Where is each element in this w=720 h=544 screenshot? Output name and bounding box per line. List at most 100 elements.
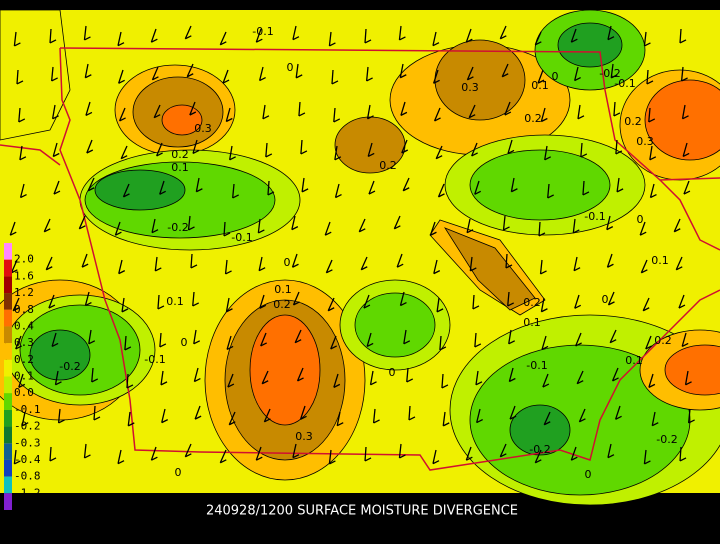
barb xyxy=(639,221,646,236)
legend-label: -0.3 xyxy=(14,436,41,449)
barb-flag xyxy=(229,156,236,161)
barb-flag xyxy=(538,232,546,237)
barb xyxy=(228,411,236,426)
barb-flag xyxy=(366,77,373,82)
barb-flag xyxy=(151,456,158,461)
contour-label: 0.2 xyxy=(624,115,642,128)
region xyxy=(94,169,186,211)
contour-label: 0.1 xyxy=(171,161,189,174)
barb-flag xyxy=(616,188,624,193)
barb xyxy=(294,329,302,343)
barb-flag xyxy=(151,38,158,43)
barb xyxy=(432,449,437,464)
barb xyxy=(117,31,122,46)
barb-flag xyxy=(435,155,443,160)
legend-swatch xyxy=(4,326,12,344)
barb xyxy=(607,291,615,306)
barb xyxy=(223,221,226,237)
barb xyxy=(219,449,227,464)
barb-flag xyxy=(400,301,407,307)
region xyxy=(249,314,321,426)
barb-flag xyxy=(509,377,516,383)
barb xyxy=(508,329,512,344)
barb xyxy=(499,25,507,40)
barb xyxy=(681,332,687,347)
barb-flag xyxy=(84,36,91,41)
barb xyxy=(544,145,548,160)
legend-label: -0.1 xyxy=(14,403,41,416)
barb xyxy=(400,101,406,116)
barb-flag xyxy=(608,301,615,306)
contour-label: 0.2 xyxy=(523,296,541,309)
barb-flag xyxy=(292,36,300,41)
barb xyxy=(18,107,21,123)
barb-flag xyxy=(432,42,440,47)
barb-flag xyxy=(644,460,651,465)
barb xyxy=(365,66,369,81)
contour-label: -0.1 xyxy=(584,210,605,223)
barb xyxy=(261,370,269,385)
barb xyxy=(606,215,611,230)
barb-flag xyxy=(49,457,57,462)
contour-label: 0 xyxy=(585,468,592,481)
barb xyxy=(49,28,52,44)
barb xyxy=(396,253,403,268)
barb xyxy=(364,28,367,44)
barb-flag xyxy=(194,377,201,383)
barb xyxy=(505,253,508,269)
barb xyxy=(475,370,479,385)
contour-label: 0 xyxy=(175,466,182,479)
barb-flag xyxy=(370,381,377,386)
barb xyxy=(399,63,404,78)
barb-flag xyxy=(399,454,406,459)
barb-flag xyxy=(15,345,22,350)
barb-flag xyxy=(226,308,233,313)
barb xyxy=(88,329,92,344)
barb-flag xyxy=(500,35,507,40)
barb xyxy=(402,177,410,192)
barb xyxy=(121,297,125,312)
contour-label: -0.2 xyxy=(656,433,677,446)
barb xyxy=(543,411,551,426)
barb-flag xyxy=(364,39,372,44)
barb xyxy=(358,218,366,233)
barb xyxy=(466,66,474,81)
barb-flag xyxy=(441,384,449,389)
barb xyxy=(684,370,689,385)
barb-flag xyxy=(574,77,581,82)
barb-flag xyxy=(503,226,510,231)
region xyxy=(469,149,611,221)
barb-flag xyxy=(509,415,517,420)
barb xyxy=(574,294,580,309)
barb xyxy=(334,145,338,160)
wind-barbs xyxy=(9,25,695,465)
barb-flag xyxy=(438,193,445,198)
legend-swatch xyxy=(4,243,12,260)
barb xyxy=(502,215,506,230)
barb xyxy=(51,332,57,347)
barb-flag xyxy=(442,422,450,427)
barb xyxy=(255,28,262,43)
barb xyxy=(673,218,681,233)
barb xyxy=(369,370,374,385)
barb-flag xyxy=(535,459,542,464)
barb xyxy=(301,177,305,192)
barb-flag xyxy=(295,74,303,79)
barb-flag xyxy=(86,149,94,154)
barb xyxy=(649,145,653,160)
barb xyxy=(93,405,96,421)
barb-flag xyxy=(474,343,482,348)
barb xyxy=(542,373,549,388)
barb xyxy=(640,259,648,274)
barb xyxy=(333,107,336,123)
barb xyxy=(465,28,472,43)
barb xyxy=(291,215,296,230)
legend-label: 1.2 xyxy=(14,286,34,299)
barb-flag xyxy=(88,340,96,345)
contour-label: 0.2 xyxy=(273,298,291,311)
legend-swatch xyxy=(4,359,12,377)
barb xyxy=(465,446,472,461)
barb-flag xyxy=(292,263,299,268)
barb xyxy=(433,259,438,274)
barb xyxy=(609,329,617,343)
